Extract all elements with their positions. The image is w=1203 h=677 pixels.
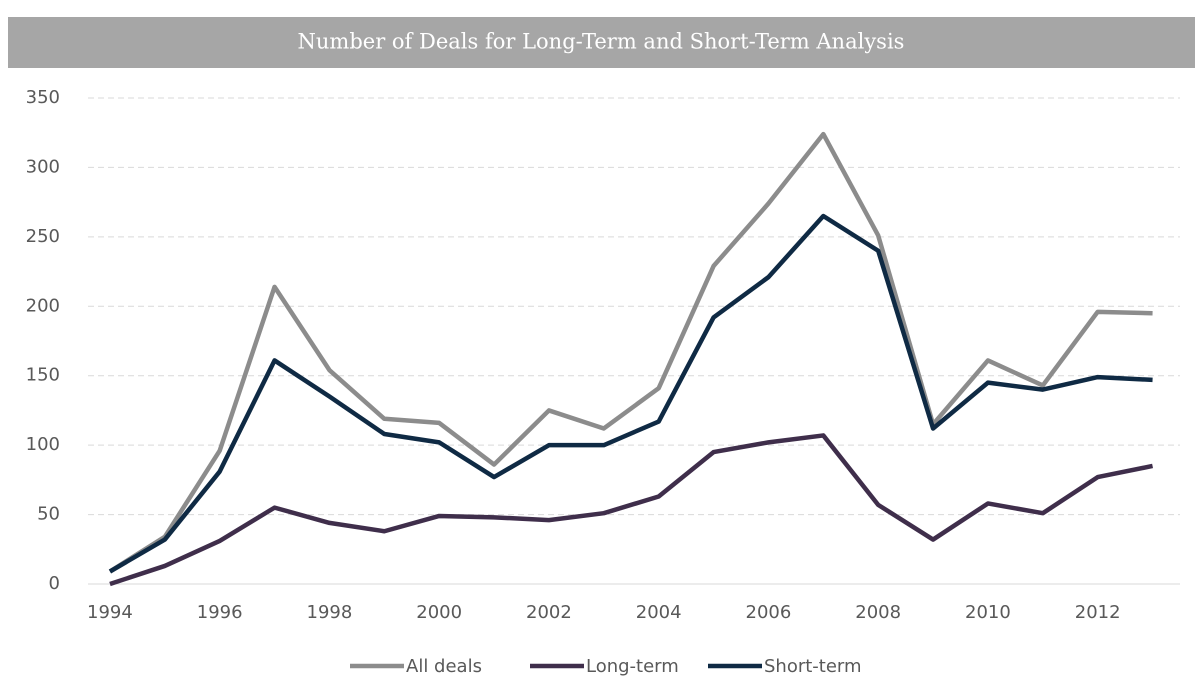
x-tick-label: 2002 (526, 602, 572, 623)
y-tick-label: 0 (49, 573, 60, 594)
y-tick-label: 50 (37, 504, 60, 525)
x-tick-label: 2000 (416, 602, 462, 623)
x-tick-label: 2012 (1075, 602, 1121, 623)
x-tick-label: 1998 (307, 602, 353, 623)
x-tick-label: 1994 (87, 602, 133, 623)
legend-label: All deals (406, 656, 482, 677)
y-tick-label: 150 (26, 365, 60, 386)
y-tick-label: 250 (26, 226, 60, 247)
series-line (108, 213, 1153, 574)
x-tick-label: 2008 (855, 602, 901, 623)
chart-title: Number of Deals for Long-Term and Short-… (298, 30, 905, 54)
y-tick-label: 350 (26, 87, 60, 108)
legend-label: Long-term (586, 656, 679, 677)
x-tick-label: 2010 (965, 602, 1011, 623)
y-tick-label: 100 (26, 434, 60, 455)
y-tick-label: 300 (26, 156, 60, 177)
series-line (108, 131, 1153, 574)
legend-label: Short-term (764, 656, 862, 677)
title-banner (8, 17, 1195, 68)
y-tick-label: 200 (26, 295, 60, 316)
x-tick-label: 1996 (197, 602, 243, 623)
x-tick-label: 2006 (746, 602, 792, 623)
series-line (109, 433, 1154, 587)
x-tick-label: 2004 (636, 602, 682, 623)
